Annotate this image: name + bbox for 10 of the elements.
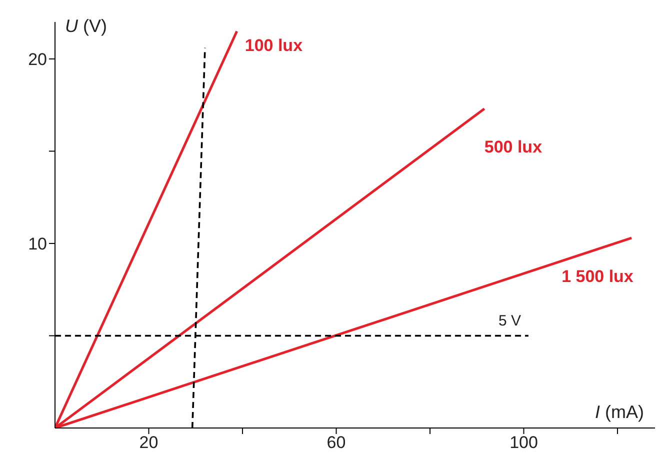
x-tick-label: 100	[510, 433, 538, 452]
x-axis-title: I (mA)	[595, 402, 644, 422]
series-label: 100 lux	[244, 36, 304, 56]
y-tick-label: 10	[28, 234, 47, 254]
series-label: 500 lux	[484, 138, 543, 157]
x-tick-label: 20	[139, 433, 158, 452]
x-tick-label: 60	[326, 433, 346, 452]
series-label: 1 500 lux	[562, 266, 634, 286]
y-axis-title: U (V)	[65, 16, 107, 36]
series-label: 5 V	[498, 312, 521, 330]
